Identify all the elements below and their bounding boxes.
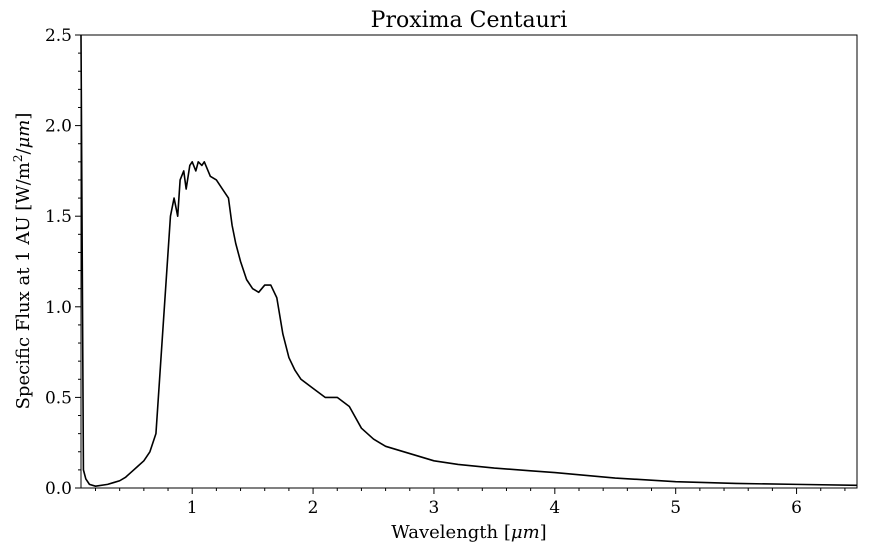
y-tick-label: 0.0 [45,479,72,499]
plot-frame [80,34,858,489]
x-tick-label: 3 [429,498,440,518]
y-tick-label: 1.0 [45,298,72,318]
x-tick-label: 6 [791,498,802,518]
x-axis-label: Wavelength [μm] [391,522,546,543]
x-tick-label: 1 [187,498,198,518]
y-tick-label: 0.5 [45,388,72,408]
x-tick-label: 2 [308,498,319,518]
chart-title: Proxima Centauri [371,8,568,33]
series-line-0 [80,34,858,487]
y-axis-label: Specific Flux at 1 AU [W/m2/μm] [11,113,34,410]
y-tick-label: 1.5 [45,207,72,227]
x-tick-label: 5 [670,498,681,518]
y-tick-label: 2.5 [45,26,72,46]
y-tick-label: 2.0 [45,117,72,137]
plot-series-layer [80,34,858,487]
x-tick-label: 4 [549,498,560,518]
y-axis: 0.0 0.5 1.0 1.5 2.0 2.5 [45,26,81,499]
x-axis: 1 2 3 4 5 6 [95,488,846,518]
